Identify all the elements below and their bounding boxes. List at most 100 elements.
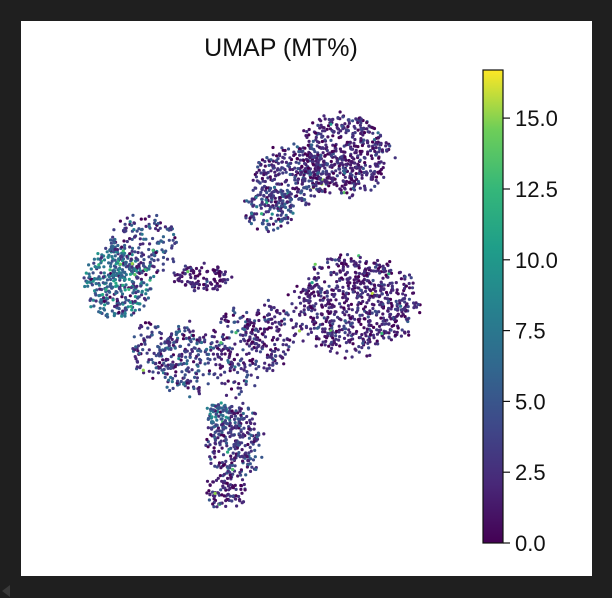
cell-point: [236, 474, 240, 478]
cell-point: [298, 313, 302, 317]
cell-point: [316, 171, 320, 175]
cell-point: [165, 227, 169, 231]
cell-point: [278, 182, 282, 186]
cell-point: [358, 255, 362, 260]
cell-point: [255, 437, 260, 441]
cell-point: [227, 336, 231, 340]
cell-point: [273, 174, 278, 178]
cell-point: [130, 246, 135, 250]
cell-point: [175, 340, 179, 344]
cell-point: [281, 189, 285, 193]
cell-point: [247, 427, 251, 431]
cell-point: [234, 494, 238, 498]
cell-point: [215, 505, 219, 509]
cell-point: [215, 429, 219, 433]
cell-point: [147, 225, 151, 229]
cell-point: [105, 250, 109, 254]
cell-point: [326, 309, 330, 313]
cell-point: [157, 241, 161, 245]
cell-point: [373, 184, 377, 188]
cell-point: [330, 303, 334, 307]
cell-point: [278, 208, 282, 212]
cell-point: [406, 330, 410, 334]
cell-point: [255, 171, 259, 175]
cell-point: [371, 333, 375, 337]
cell-point: [139, 284, 143, 288]
corner-resize-handle[interactable]: [2, 585, 10, 597]
cell-point: [124, 283, 128, 287]
cell-point: [257, 433, 261, 437]
cell-point: [154, 366, 158, 370]
cell-point: [241, 417, 245, 421]
cell-point: [402, 286, 407, 291]
cell-point: [301, 287, 305, 291]
cell-point: [418, 311, 422, 315]
cell-point: [160, 248, 164, 252]
cell-point: [154, 251, 158, 255]
cell-point: [102, 296, 106, 300]
cell-point: [218, 441, 222, 445]
cell-point: [374, 178, 378, 183]
cell-point: [225, 444, 229, 448]
cell-point: [295, 284, 299, 288]
cell-point: [121, 257, 126, 261]
cell-point: [224, 312, 228, 316]
cell-point: [320, 189, 324, 193]
cell-point: [392, 330, 396, 334]
cell-point: [271, 159, 275, 163]
cell-point: [187, 343, 191, 347]
cell-point: [331, 171, 336, 175]
cell-point: [319, 312, 323, 316]
cell-point: [147, 214, 151, 218]
cell-point: [345, 310, 349, 314]
cell-point: [141, 242, 145, 246]
cell-point: [248, 421, 253, 425]
cell-point: [206, 361, 210, 365]
cell-point: [403, 330, 407, 334]
cell-point: [295, 145, 299, 149]
cell-point: [371, 175, 375, 179]
cell-point: [327, 172, 331, 176]
cell-point: [371, 131, 375, 135]
cell-point: [332, 341, 336, 345]
cell-point: [352, 284, 356, 288]
cell-point: [249, 222, 253, 226]
cell-point: [218, 474, 222, 478]
cell-point: [326, 135, 330, 139]
cell-point: [412, 301, 416, 305]
cell-point: [209, 426, 213, 430]
cell-point: [374, 152, 378, 156]
cell-point: [235, 504, 239, 508]
cell-point: [310, 179, 314, 183]
cell-point: [354, 261, 358, 265]
cell-point: [380, 149, 384, 153]
cell-point: [226, 379, 230, 383]
cell-point: [322, 160, 326, 164]
cell-point: [204, 285, 208, 289]
cell-point: [259, 162, 263, 167]
cell-point: [188, 352, 192, 356]
cell-point: [206, 357, 210, 361]
cell-point: [262, 330, 266, 334]
cell-point: [250, 465, 254, 469]
cell-point: [244, 451, 248, 455]
cell-point: [338, 171, 342, 175]
cell-point: [352, 141, 356, 145]
cell-point: [254, 175, 258, 179]
cell-point: [341, 290, 345, 294]
cell-point: [189, 379, 193, 383]
cell-point: [115, 272, 119, 276]
cell-point: [365, 121, 369, 125]
cell-point: [117, 307, 121, 311]
cell-point: [334, 149, 338, 153]
cell-point: [214, 404, 218, 408]
cell-point: [320, 287, 324, 291]
cell-point: [253, 319, 257, 323]
colorbar-tick-label: 10.0: [515, 248, 558, 273]
cell-point: [307, 179, 311, 183]
cell-point: [251, 361, 255, 365]
cell-point: [349, 257, 353, 261]
cell-point: [183, 272, 187, 276]
cell-point: [412, 306, 416, 310]
cell-point: [335, 351, 339, 355]
